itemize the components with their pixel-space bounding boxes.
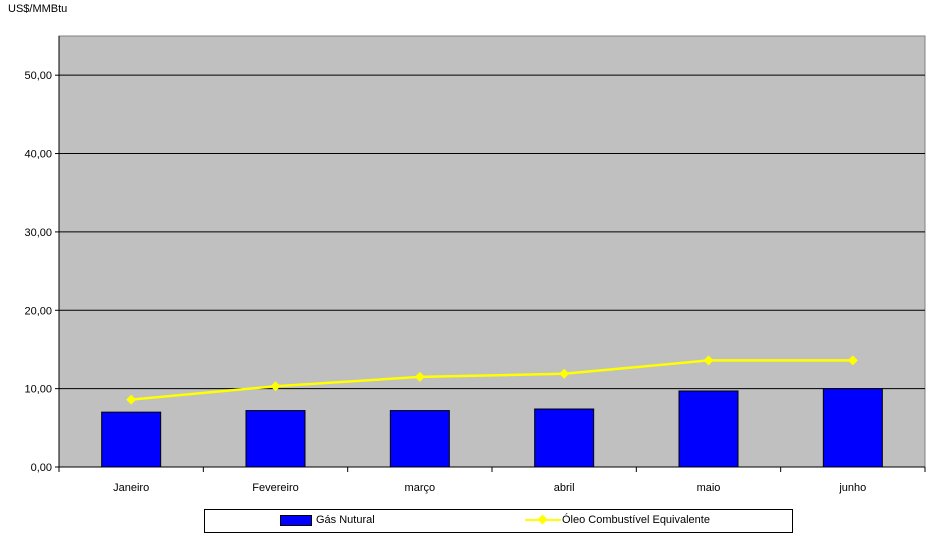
legend-label-gas: Gás Nutural	[316, 514, 375, 526]
plot-area	[58, 35, 926, 468]
legend-item-oleo: Óleo Combustível Equivalente	[525, 514, 710, 526]
x-tick-label: Janeiro	[113, 482, 149, 494]
y-axis-unit-label: US$/MMBtu	[8, 3, 68, 15]
y-tick-label: 30,00	[24, 227, 52, 239]
x-tick-label: Fevereiro	[252, 482, 298, 494]
y-tick-label: 0,00	[31, 462, 52, 474]
legend-item-gas: Gás Nutural	[280, 514, 375, 526]
bar-gas-Janeiro	[101, 411, 162, 468]
y-tick-label: 50,00	[24, 70, 52, 82]
marker-oleo-Janeiro	[126, 394, 137, 405]
x-tick-label: junho	[838, 482, 866, 494]
bar-gas-maio	[678, 390, 739, 468]
x-tick-label: abril	[554, 482, 575, 494]
marker-oleo-março	[414, 371, 425, 382]
x-tick-label: maio	[697, 482, 721, 494]
y-tick-label: 40,00	[24, 149, 52, 161]
bar-gas-março	[389, 410, 450, 468]
legend-line-swatch	[525, 514, 561, 526]
y-tick-label: 10,00	[24, 384, 52, 396]
bar-gas-Fevereiro	[245, 410, 306, 468]
bar-gas-junho	[822, 388, 883, 468]
x-tick-label: março	[405, 482, 436, 494]
marker-oleo-Fevereiro	[270, 381, 281, 392]
marker-oleo-abril	[559, 368, 570, 379]
legend-label-oleo: Óleo Combustível Equivalente	[562, 514, 710, 526]
legend: Gás Nutural Óleo Combustível Equivalente	[204, 509, 793, 533]
marker-oleo-maio	[703, 355, 714, 366]
legend-bar-swatch	[280, 514, 312, 526]
marker-oleo-junho	[847, 355, 858, 366]
line-oleo	[131, 359, 853, 401]
y-tick-label: 20,00	[24, 305, 52, 317]
bar-gas-abril	[534, 408, 595, 468]
